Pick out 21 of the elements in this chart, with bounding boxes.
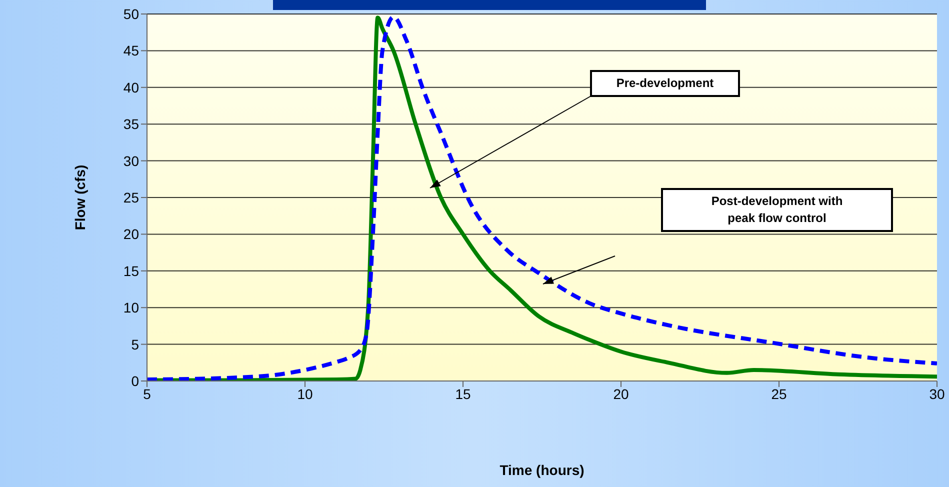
annotation: Post-development with peak flow control [711, 194, 843, 225]
y-tick-label: 0 [131, 372, 140, 389]
y-tick-label: 45 [123, 42, 140, 59]
x-tick-label: 15 [455, 386, 471, 402]
x-tick-label: 25 [771, 386, 787, 402]
x-tick-label: 20 [613, 386, 629, 402]
y-tick-label: 20 [123, 226, 140, 242]
x-tick-label: 5 [143, 386, 152, 402]
x-tick-label: 30 [929, 386, 945, 402]
y-tick-label: 10 [123, 300, 140, 316]
x-axis-title: Time (hours) [500, 462, 584, 478]
y-axis-title: Flow (cfs) [72, 164, 88, 230]
y-tick-label: 35 [123, 116, 140, 132]
y-tick-label: 50 [123, 6, 140, 22]
y-tick-label: 25 [123, 189, 140, 206]
annotation: Pre-development [616, 76, 714, 90]
y-tick-label: 15 [123, 262, 140, 279]
y-tick-label: 5 [131, 336, 140, 352]
y-tick-label: 30 [123, 152, 140, 169]
x-tick-label: 10 [297, 386, 313, 402]
y-tick-label: 40 [123, 79, 140, 96]
